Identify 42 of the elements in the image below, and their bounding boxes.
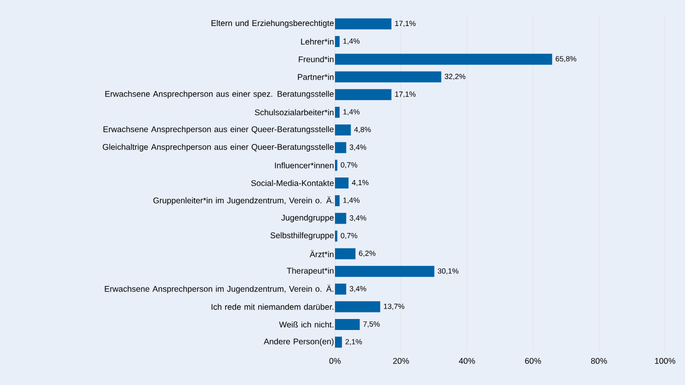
x-tick-label: 20% xyxy=(393,358,409,364)
x-tick-label: 100% xyxy=(655,358,676,364)
bar xyxy=(335,71,442,82)
bar xyxy=(335,248,356,260)
x-tick-label: 0% xyxy=(329,358,341,364)
y-tick-label: Erwachsene Ansprechperson aus einer Queer-Beratungsstelle xyxy=(104,126,334,134)
bar xyxy=(335,124,351,136)
y-tick-label: Ich rede mit niemandem darüber. xyxy=(212,304,334,310)
y-tick-label: Gleichaltrige Ansprechperson aus einer Queer-Beratungsstelle xyxy=(102,144,334,152)
bar xyxy=(335,89,392,100)
y-tick-label: Lehrer*in xyxy=(301,38,334,45)
bar xyxy=(335,106,340,118)
y-tick-label: Gruppenleiter*in im Jugendzentrum, Verein o. Ä. xyxy=(153,196,334,206)
y-tick-label: Eltern und Erziehungsberechtigte xyxy=(212,20,334,28)
bar xyxy=(335,318,360,330)
y-tick-label: Social-Media-Kontakte xyxy=(251,180,334,186)
bar xyxy=(335,36,340,48)
bar xyxy=(335,212,346,224)
y-tick-label: Selbsthilfegruppe xyxy=(270,232,334,240)
y-tick-label: Erwachsene Ansprechperson aus einer spez. Beratungsstelle xyxy=(105,90,334,98)
bar xyxy=(335,301,380,312)
bar xyxy=(335,195,340,206)
y-tick-label: Jugendgruppe xyxy=(281,214,334,222)
y-tick-label: Schulsozialarbeiter*in xyxy=(254,109,334,116)
bar xyxy=(335,142,346,154)
bar xyxy=(335,336,342,348)
y-tick-label: Andere Person(en) xyxy=(264,338,334,346)
y-tick-label: Ärzt*in xyxy=(310,250,334,258)
y-tick-label: Partner*in xyxy=(298,74,334,80)
y-tick-label: Weiß ich nicht. xyxy=(279,321,334,328)
y-tick-label: Erwachsene Ansprechperson im Jugendzentrum, Verein o. Ä. xyxy=(104,284,334,294)
x-tick-label: 40% xyxy=(458,358,475,364)
y-tick-label: Freund*in xyxy=(298,56,334,62)
bar xyxy=(335,18,392,30)
bar xyxy=(335,178,349,189)
x-tick-label: 60% xyxy=(525,358,541,364)
bar xyxy=(335,266,434,277)
x-tick-label: 80% xyxy=(591,358,607,364)
bar xyxy=(335,54,552,65)
y-tick-label: Therapeut*in xyxy=(286,268,334,276)
y-tick-label: Influencer*innen xyxy=(275,162,334,168)
bar xyxy=(335,284,346,295)
